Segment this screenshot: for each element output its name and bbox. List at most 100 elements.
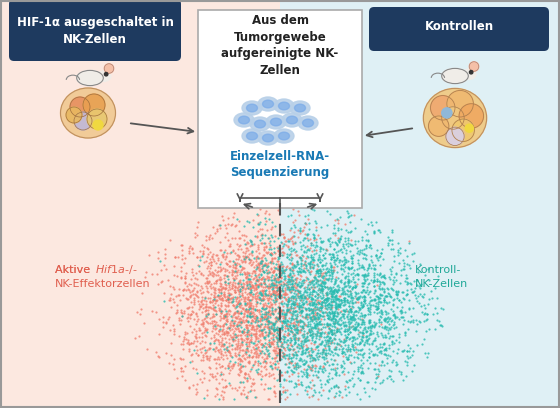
Point [396, 250, 405, 257]
Point [242, 351, 251, 357]
Point [239, 384, 248, 390]
Point [197, 289, 206, 296]
Point [351, 283, 360, 289]
Point [151, 349, 160, 356]
Point [230, 264, 239, 271]
Point [286, 335, 295, 341]
Point [330, 297, 339, 304]
Point [216, 261, 225, 267]
Point [228, 336, 237, 343]
Point [308, 393, 317, 399]
Point [321, 339, 330, 346]
Point [272, 296, 281, 302]
Point [268, 331, 277, 338]
Point [341, 326, 350, 332]
Point [398, 314, 407, 321]
Point [187, 246, 196, 253]
Point [271, 281, 280, 288]
Point [307, 326, 316, 333]
Point [209, 293, 218, 300]
Point [273, 265, 282, 272]
Point [306, 323, 315, 329]
Point [314, 304, 323, 311]
Point [253, 272, 262, 278]
Point [232, 222, 241, 228]
Point [176, 365, 185, 371]
Point [306, 314, 315, 320]
Point [297, 262, 306, 269]
Point [211, 310, 220, 317]
Point [312, 268, 321, 274]
Point [264, 319, 273, 326]
Point [184, 281, 193, 288]
Point [193, 352, 202, 359]
Point [222, 273, 231, 279]
Point [323, 310, 332, 316]
Point [373, 366, 382, 372]
Point [326, 301, 335, 308]
Point [262, 329, 270, 335]
Point [207, 280, 216, 287]
Point [188, 365, 197, 371]
Point [383, 234, 392, 241]
Point [244, 358, 253, 364]
Point [202, 283, 211, 289]
Point [290, 299, 299, 305]
Point [170, 263, 179, 269]
Point [344, 265, 353, 272]
Point [341, 322, 350, 328]
Point [287, 283, 296, 290]
Point [357, 303, 366, 310]
Point [324, 315, 333, 322]
Point [199, 321, 208, 328]
Point [241, 371, 250, 377]
Point [370, 366, 379, 373]
Point [278, 287, 287, 293]
Point [142, 268, 151, 275]
Point [233, 307, 242, 314]
Point [311, 270, 320, 277]
Point [265, 312, 274, 319]
Point [370, 287, 379, 294]
Point [304, 266, 312, 273]
Point [218, 323, 227, 329]
Point [340, 383, 349, 390]
Point [210, 356, 219, 362]
Point [283, 213, 292, 219]
Point [362, 379, 371, 386]
Point [279, 267, 288, 273]
Point [272, 350, 281, 357]
Point [338, 302, 347, 308]
Point [335, 392, 344, 398]
Point [240, 355, 249, 361]
Point [353, 350, 362, 357]
Point [290, 335, 298, 341]
Point [337, 350, 346, 357]
Point [357, 319, 366, 325]
Point [353, 346, 362, 353]
Point [209, 313, 218, 319]
Point [292, 248, 301, 255]
Point [339, 336, 348, 342]
Point [235, 318, 244, 325]
Point [347, 338, 356, 345]
Point [236, 331, 245, 338]
Point [387, 264, 396, 271]
Point [346, 297, 354, 304]
Point [261, 210, 270, 216]
Point [203, 277, 212, 284]
Point [297, 307, 306, 314]
Point [337, 296, 346, 303]
Point [264, 273, 273, 280]
Point [290, 331, 299, 337]
Point [306, 315, 315, 322]
Point [281, 291, 290, 298]
Point [222, 267, 231, 273]
Point [226, 295, 235, 302]
Point [356, 339, 365, 346]
Point [344, 266, 353, 273]
Point [269, 282, 278, 288]
Point [305, 305, 314, 311]
Point [287, 327, 296, 334]
Point [246, 272, 255, 279]
